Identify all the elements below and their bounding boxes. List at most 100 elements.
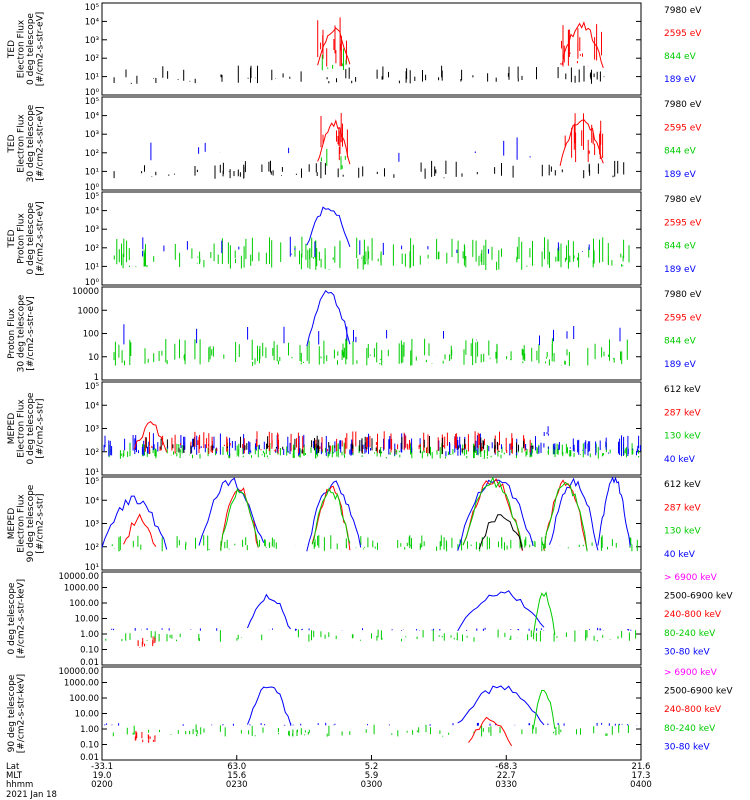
y-tick-label: 10⁵ [85,192,99,202]
y-tick-label: 100 [83,330,99,340]
trace-red-line [559,119,604,166]
y-tick-label: 10⁴ [85,401,100,411]
y-axis-label: 30 deg telescope [17,294,27,372]
data-traces [105,590,637,648]
trace-red-line [220,487,259,550]
y-tick-label: 10³ [85,36,99,46]
y-tick-label: 10⁵ [85,477,99,487]
data-traces [113,113,625,179]
y-tick-label: 0.10 [80,741,99,751]
trace-green-line [543,481,588,552]
y-axis-label: TED [7,229,17,248]
y-axis-label: Electron Flux [17,114,27,173]
trace-green [320,148,346,170]
trace-blue-line [548,477,599,551]
y-axis-label: [#/cm2-s-str-keV] [17,579,27,658]
y-axis-label: Proton Flux [17,213,27,264]
panel-frame [101,666,642,761]
x-tick-lat: 5.2 [365,762,379,772]
x-row-label: MLT [6,771,23,781]
y-tick-label: 1 [94,373,99,383]
y-axis-label: [#/cm2-s-str-keV] [17,674,27,753]
y-axis-label: Electron Flux [17,399,27,458]
legend-entry: 7980 eV [664,6,702,16]
y-tick-label: 100.00 [69,599,99,609]
trace-blue-line [457,685,545,726]
legend-entry: 130 keV [664,527,701,537]
panel-frame [101,381,642,476]
panel-frame [101,476,642,571]
trace-green-line [462,476,523,547]
y-tick-label: 10¹ [85,563,99,573]
legend-entry: 7980 eV [664,290,702,300]
trace-blue-line [247,686,292,725]
legend-entry: 844 eV [664,337,697,347]
legend-entry: > 6900 keV [664,573,718,583]
trace-blue-line [101,495,168,550]
data-traces [104,685,638,747]
legend-entry: 30-80 keV [664,742,710,752]
y-tick-label: 10² [85,543,99,553]
y-axis-label: MEPED [7,508,17,540]
trace-black [145,435,534,454]
trace-blue-line [306,206,351,247]
legend-entry: 612 keV [664,385,701,395]
trace-green [113,338,628,366]
trace-green-line [532,689,556,730]
y-tick-label: 1000.00 [64,679,99,689]
y-tick-label: 0.01 [80,753,99,763]
trace-blue [104,722,638,726]
x-tick-hhmm: 0230 [226,780,248,790]
panel-6: 10⁵ 10⁴ 10³ 10² 10¹ MEPED Electron Flux 90 deg … [7,476,701,573]
trace-green [321,48,347,71]
trace-red [134,730,156,743]
y-tick-label: 10⁴ [85,17,100,27]
y-tick-label: 10² [85,244,99,254]
y-tick-label: 10000.00 [58,572,99,582]
trace-green [113,236,630,271]
y-axis-label: 0 deg telescope [26,13,36,85]
trace-green [105,629,637,642]
trace-blue [142,236,590,257]
legend-entry: 287 keV [664,408,701,418]
legend-entry: 240-800 keV [664,610,722,620]
trace-red-line [311,485,351,551]
trace-blue-line [597,476,631,547]
legend-entry: 2500-6900 keV [664,687,733,697]
y-tick-label: 10.00 [75,615,99,625]
y-axis-label: 90 deg telescope [7,674,17,752]
y-axis-label: [#/cm2-s-str-eV] [36,201,46,276]
panel-frame [101,2,642,96]
legend-entry: 40 keV [664,550,696,560]
y-tick-label: 10⁵ [85,97,99,107]
y-tick-label: 10⁰ [85,183,100,193]
y-tick-label: 1000 [77,306,99,316]
legend-entry: 7980 eV [664,100,702,110]
legend-entry: 240-800 keV [664,705,722,715]
legend-entry: 189 eV [664,360,697,370]
legend-entry: 30-80 keV [664,647,710,657]
legend-entry: 40 keV [664,455,696,465]
x-tick-hhmm: 0330 [495,780,517,790]
y-tick-label: 10³ [85,425,99,435]
data-traces [103,420,641,459]
trace-blue [543,426,549,436]
panel-4: 10000 1000 100 10 1 Proton Flux 30 deg telesco… [7,286,702,383]
trace-blue [123,324,621,346]
x-tick-mlt: 15.6 [227,771,246,781]
y-tick-label: 10² [85,54,99,64]
y-tick-label: 10000 [72,287,99,297]
legend-entry: 80-240 keV [664,629,716,639]
y-axis-label: Proton Flux [7,308,17,359]
legend-entry: 189 eV [664,265,697,275]
y-tick-label: 100.00 [69,694,99,704]
y-tick-label: 10¹ [85,73,99,83]
legend-entry: 2595 eV [664,123,702,133]
panel-frame [101,286,642,381]
y-axis-label: TED [7,40,17,59]
y-axis-label: MEPED [7,413,17,445]
legend-entry: 844 eV [664,242,697,252]
y-axis-label: [#/cm2-s-str-eV] [36,106,46,181]
